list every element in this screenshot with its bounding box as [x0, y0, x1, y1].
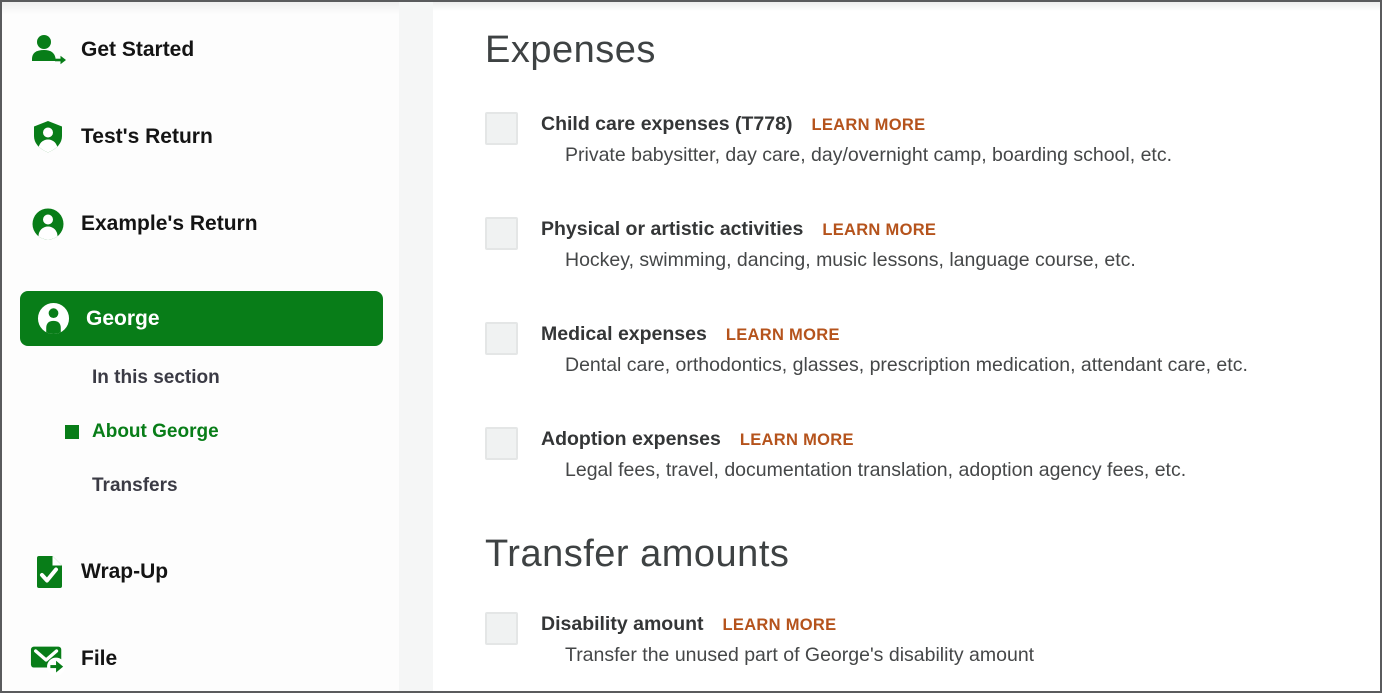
sub-link-label: About George: [92, 421, 219, 442]
sidebar-item-label: Wrap-Up: [81, 560, 169, 583]
transfer-amounts-heading: Transfer amounts: [485, 533, 790, 575]
learn-more-link[interactable]: LEARN MORE: [811, 116, 926, 134]
sidebar-subitem-transfers[interactable]: Transfers: [92, 472, 399, 500]
item-description: Transfer the unused part of George's dis…: [565, 644, 1035, 666]
item-description: Private babysitter, day care, day/overni…: [565, 144, 1172, 166]
sidebar-item-wrap-up[interactable]: Wrap-Up: [2, 552, 399, 592]
item-description: Hockey, swimming, dancing, music lessons…: [565, 249, 1136, 271]
item-title: Physical or artistic activities: [541, 218, 804, 240]
person-circle-icon: [30, 206, 66, 242]
learn-more-link[interactable]: LEARN MORE: [725, 326, 840, 344]
adoption-expenses-row: Adoption expenses LEARN MORE Legal fees,…: [485, 427, 1350, 483]
adoption-expenses-checkbox[interactable]: [485, 427, 518, 460]
sidebar-subitem-about-george[interactable]: About George: [65, 418, 399, 446]
sidebar-item-get-started[interactable]: Get Started: [2, 30, 399, 70]
sidebar-item-tests-return[interactable]: Test's Return: [2, 117, 399, 157]
sidebar: Get Started Test's Return: [2, 2, 399, 691]
item-description: Legal fees, travel, documentation transl…: [565, 459, 1187, 481]
disability-amount-row: Disability amount LEARN MORE Transfer th…: [485, 612, 1350, 668]
envelope-send-icon: [30, 641, 66, 677]
physical-artistic-activities-checkbox[interactable]: [485, 217, 518, 250]
sidebar-content-divider: [399, 2, 433, 691]
item-title: Adoption expenses: [541, 428, 721, 450]
disability-amount-checkbox[interactable]: [485, 612, 518, 645]
medical-expenses-row: Medical expenses LEARN MORE Dental care,…: [485, 322, 1350, 378]
medical-expenses-checkbox[interactable]: [485, 322, 518, 355]
child-care-expenses-checkbox[interactable]: [485, 112, 518, 145]
item-title: Child care expenses (T778): [541, 113, 793, 135]
sidebar-item-examples-return[interactable]: Example's Return: [2, 204, 399, 244]
person-circle-inverse-icon: [37, 302, 70, 335]
sidebar-item-george-selected[interactable]: George: [20, 291, 383, 346]
item-title: Disability amount: [541, 613, 704, 635]
learn-more-link[interactable]: LEARN MORE: [722, 616, 837, 634]
in-this-section-label: In this section: [92, 367, 220, 388]
sidebar-item-label: George: [86, 306, 160, 330]
sub-link-label: Transfers: [92, 475, 178, 496]
sidebar-subsection: In this section About George Transfers: [2, 364, 399, 500]
sidebar-item-label: Test's Return: [81, 125, 213, 148]
sidebar-item-label: Get Started: [81, 38, 195, 61]
shield-person-icon: [30, 119, 66, 155]
sidebar-item-label: Example's Return: [81, 212, 258, 235]
expenses-heading: Expenses: [485, 29, 656, 71]
child-care-expenses-row: Child care expenses (T778) LEARN MORE Pr…: [485, 112, 1350, 168]
document-check-icon: [30, 554, 66, 590]
item-description: Dental care, orthodontics, glasses, pres…: [565, 354, 1248, 376]
main-content: Expenses Child care expenses (T778) LEAR…: [433, 2, 1380, 691]
learn-more-link[interactable]: LEARN MORE: [822, 221, 937, 239]
person-arrow-icon: [30, 32, 66, 68]
item-title: Medical expenses: [541, 323, 707, 345]
learn-more-link[interactable]: LEARN MORE: [739, 431, 854, 449]
sidebar-item-label: File: [81, 647, 118, 670]
active-square-bullet: [65, 425, 79, 439]
physical-artistic-activities-row: Physical or artistic activities LEARN MO…: [485, 217, 1350, 273]
sidebar-item-file[interactable]: File: [2, 639, 399, 679]
